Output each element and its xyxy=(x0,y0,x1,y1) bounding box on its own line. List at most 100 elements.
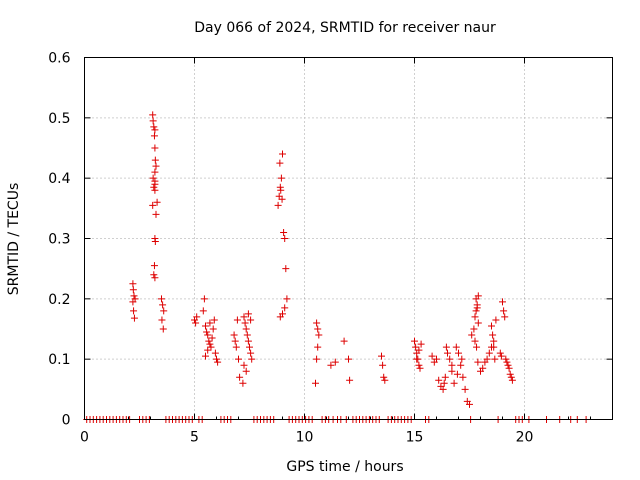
data-point xyxy=(202,322,209,330)
data-point xyxy=(150,262,158,270)
data-point xyxy=(411,337,418,345)
data-point xyxy=(283,295,291,303)
data-point xyxy=(450,379,458,387)
data-point xyxy=(470,325,478,333)
data-point xyxy=(149,111,157,119)
data-point xyxy=(490,343,498,351)
data-point xyxy=(149,201,157,209)
data-point xyxy=(417,340,425,348)
data-point xyxy=(416,364,424,372)
y-tick-label: 0 xyxy=(62,413,71,429)
data-point xyxy=(279,310,286,318)
x-tick-label: 20 xyxy=(516,430,534,446)
data-point xyxy=(247,316,255,324)
data-point xyxy=(331,358,339,366)
data-point xyxy=(345,355,352,363)
data-point xyxy=(213,355,220,363)
data-point xyxy=(502,355,510,363)
data-point xyxy=(459,373,467,381)
chart-title: Day 066 of 2024, SRMTID for receiver nau… xyxy=(194,20,496,36)
data-point xyxy=(274,201,282,209)
data-point xyxy=(204,331,212,339)
data-point xyxy=(312,379,319,387)
data-point xyxy=(151,156,159,164)
data-point xyxy=(466,400,473,408)
data-point xyxy=(446,355,454,363)
data-point xyxy=(281,235,289,242)
data-point xyxy=(501,313,509,321)
data-point xyxy=(327,361,335,369)
x-tick-label: 0 xyxy=(80,430,89,446)
x-axis-label: GPS time / hours xyxy=(286,459,403,475)
data-point xyxy=(507,373,515,381)
data-point xyxy=(208,334,216,342)
data-point xyxy=(428,352,436,360)
data-point xyxy=(444,349,451,357)
data-point xyxy=(489,331,497,339)
data-point xyxy=(452,343,460,351)
data-point xyxy=(204,346,212,354)
data-point xyxy=(240,313,248,321)
y-tick-label: 0.2 xyxy=(48,292,70,308)
y-tick-label: 0.6 xyxy=(48,51,70,67)
data-point xyxy=(442,343,450,351)
data-point xyxy=(379,361,387,369)
data-point xyxy=(504,361,512,369)
data-point xyxy=(473,343,481,351)
data-point xyxy=(152,162,160,170)
data-point xyxy=(381,376,389,384)
data-point xyxy=(129,286,137,294)
data-point xyxy=(479,364,487,372)
data-point xyxy=(277,174,285,182)
data-point xyxy=(483,355,491,363)
data-point xyxy=(159,301,167,309)
data-point xyxy=(158,316,166,324)
data-point xyxy=(276,159,284,167)
data-point xyxy=(243,331,251,339)
data-point xyxy=(206,319,214,327)
data-point xyxy=(153,198,161,206)
data-point xyxy=(279,150,286,158)
data-point xyxy=(346,376,354,384)
data-point xyxy=(152,210,160,218)
data-point xyxy=(233,316,241,324)
data-point xyxy=(433,355,440,363)
data-point xyxy=(488,322,495,330)
data-point xyxy=(441,373,449,381)
data-point xyxy=(211,349,219,357)
data-point xyxy=(242,325,250,333)
x-tick-label: 5 xyxy=(190,430,199,446)
data-point xyxy=(435,376,443,384)
data-point xyxy=(340,337,348,345)
data-point xyxy=(472,307,480,315)
data-point xyxy=(314,325,322,333)
data-point xyxy=(160,307,168,315)
data-point xyxy=(412,343,420,351)
data-point xyxy=(209,325,217,333)
data-point xyxy=(505,364,513,372)
y-axis-label: SRMTID / TECUs xyxy=(6,183,22,296)
data-point xyxy=(207,343,215,351)
y-tick-label: 0.4 xyxy=(48,171,70,187)
data-point xyxy=(193,313,201,321)
data-point xyxy=(485,349,493,357)
data-point xyxy=(205,337,213,345)
data-point xyxy=(277,186,285,194)
data-point xyxy=(457,361,465,369)
x-tick-label: 15 xyxy=(406,430,424,446)
data-point xyxy=(151,186,159,194)
data-point xyxy=(473,304,481,312)
data-point xyxy=(151,144,159,152)
data-point xyxy=(248,355,256,363)
data-point xyxy=(130,292,138,300)
data-point xyxy=(240,361,248,369)
data-point xyxy=(313,319,321,327)
data-point xyxy=(206,340,214,348)
data-point xyxy=(150,123,158,131)
data-point xyxy=(378,352,385,360)
data-point xyxy=(471,313,479,321)
data-point xyxy=(150,132,158,140)
data-point xyxy=(236,373,244,381)
data-point xyxy=(230,331,238,339)
